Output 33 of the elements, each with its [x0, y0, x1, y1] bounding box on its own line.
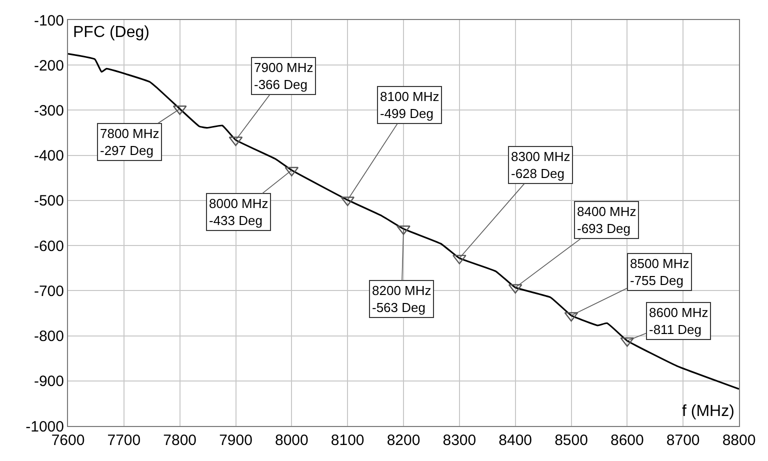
y-tick-label: -400 [34, 148, 64, 165]
x-axis-title: f (MHz) [682, 403, 734, 420]
y-tick-label: -300 [34, 102, 64, 120]
x-tick-label: 7700 [107, 432, 141, 449]
x-tick-label: 8600 [610, 432, 644, 449]
y-tick-label: -500 [34, 192, 64, 210]
y-tick-label: -800 [34, 328, 64, 346]
x-tick-label: 8100 [330, 432, 364, 449]
annotation: 7800 MHz -297 Deg [100, 126, 160, 158]
x-tick-label: 8800 [722, 432, 756, 449]
annotation: 8600 MHz -811 Deg [649, 305, 708, 337]
annotation: 8200 MHz -563 Deg [372, 283, 432, 315]
x-tick-label: 8200 [386, 432, 420, 449]
x-tick-label: 7900 [219, 432, 252, 449]
y-tick-label: -100 [34, 12, 64, 30]
annotation: 8400 MHz -693 Deg [577, 204, 636, 236]
x-tick-label: 8300 [442, 432, 476, 449]
y-tick-label: -900 [34, 373, 64, 390]
x-tick-label: 8000 [274, 432, 308, 449]
line-series [68, 53, 739, 390]
x-tick-label: 8700 [666, 432, 700, 449]
y-tick-label: -700 [34, 282, 64, 300]
annotation: 8500 MHz -755 Deg [630, 256, 690, 288]
annotation: 8300 MHz -628 Deg [511, 149, 570, 181]
annotation: 8100 MHz -499 Deg [380, 89, 440, 121]
x-tick-label: 8500 [554, 432, 588, 449]
x-tick-label: 7800 [163, 432, 197, 449]
y-axis-title: PFC (Deg) [73, 24, 150, 41]
y-tick-label: -200 [34, 57, 64, 74]
x-tick-label: 8400 [498, 432, 532, 449]
y-tick-label: -600 [34, 238, 64, 255]
annotation: 8000 MHz -433 Deg [209, 196, 268, 228]
annotation: 7900 MHz -366 Deg [254, 60, 314, 92]
